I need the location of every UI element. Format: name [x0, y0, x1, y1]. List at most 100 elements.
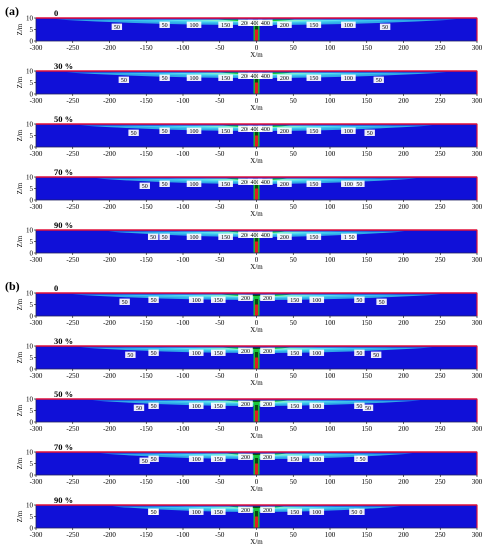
well-injection — [254, 82, 259, 94]
x-tick-label: -250 — [66, 425, 79, 433]
contour-label: 50 — [131, 131, 137, 137]
y-axis-label: Z/m — [16, 129, 24, 141]
x-axis-label: X/m — [250, 326, 263, 334]
x-tick-label: 0 — [255, 425, 259, 433]
contour-label-box — [210, 508, 226, 515]
y-tick-label: 10 — [26, 502, 34, 510]
well-injection — [254, 410, 259, 422]
contour-label-box — [148, 508, 159, 515]
x-tick-label: 300 — [472, 203, 483, 211]
x-axis-label: X/m — [250, 210, 263, 218]
contour-label-box — [306, 74, 322, 81]
contour-label-box — [210, 402, 226, 409]
contour-label: 150 — [309, 23, 318, 29]
x-tick-label: -100 — [177, 44, 190, 52]
contour-label: 200 — [280, 76, 289, 82]
contour-label-box — [186, 233, 202, 240]
x-tick-label: 150 — [362, 44, 373, 52]
panel-title: 50 % — [54, 114, 73, 124]
x-tick-label: -100 — [177, 478, 190, 486]
contour-label-box — [139, 457, 150, 464]
x-tick-label: -150 — [140, 425, 153, 433]
x-tick-label: 150 — [362, 372, 373, 380]
x-tick-label: 0 — [255, 531, 259, 539]
contour-label: 50 — [373, 353, 379, 359]
y-tick-label: 5 — [30, 132, 34, 140]
contour-label: 150 — [309, 182, 318, 188]
x-tick-label: 250 — [435, 44, 446, 52]
y-axis-label: Z/m — [16, 298, 24, 310]
x-tick-label: 0 — [255, 97, 259, 105]
x-tick-label: 150 — [362, 150, 373, 158]
contour-label: 150 — [221, 76, 230, 82]
contour-label: 50 — [127, 353, 133, 359]
contour-label: 200 — [263, 296, 272, 302]
contour-label-box — [341, 74, 356, 81]
contour-label-box — [277, 21, 292, 28]
x-tick-label: -150 — [140, 319, 153, 327]
contour-label-box — [260, 506, 275, 513]
contour-label-box — [354, 402, 365, 409]
contour-label: 50 — [162, 23, 168, 29]
contour-label-box — [277, 74, 292, 81]
contour-label-box — [362, 404, 374, 411]
contour-label: 150 — [290, 298, 299, 304]
contour-label: 150 — [290, 404, 299, 410]
y-tick-label: 5 — [30, 26, 34, 34]
x-tick-label: -200 — [103, 372, 116, 380]
panel-title: 0 — [54, 283, 58, 293]
x-tick-label: 250 — [435, 478, 446, 486]
contour-label: 100 — [192, 298, 201, 304]
contour-label-box — [357, 455, 368, 462]
y-axis-label: Z/m — [16, 76, 24, 88]
y-tick-label: 5 — [30, 460, 34, 468]
contour-label-box — [159, 180, 170, 187]
x-tick-label: -150 — [140, 44, 153, 52]
x-tick-label: -150 — [140, 203, 153, 211]
contour-label: 400 — [261, 21, 270, 27]
contour-label: 100 — [192, 510, 201, 516]
contour-label-box — [306, 180, 322, 187]
contour-label-box — [218, 21, 233, 28]
contour-label-box — [147, 233, 159, 240]
contour-label: 50 — [151, 351, 157, 357]
y-tick-label: 10 — [26, 227, 34, 235]
contour-label: 50 — [382, 25, 388, 31]
contour-label-box — [159, 127, 170, 134]
contour-label-box — [247, 19, 263, 26]
contour-label: 200 — [263, 508, 272, 514]
contour-label-box — [133, 404, 145, 411]
y-tick-label: 5 — [30, 185, 34, 193]
contour-label: 200 — [263, 402, 272, 408]
contour-label: 200 — [263, 455, 272, 461]
x-tick-label: -250 — [66, 97, 79, 105]
x-tick-label: -50 — [215, 531, 225, 539]
panel-title: 70 % — [54, 167, 73, 177]
x-tick-label: 100 — [325, 44, 336, 52]
contour-label: 50 — [376, 78, 382, 84]
contour-label-box — [346, 233, 357, 240]
contour-label: 400 — [261, 127, 270, 133]
contour-label-box — [277, 233, 292, 240]
contour-label-box — [148, 455, 159, 462]
contour-label-box — [188, 402, 204, 409]
contour-label: 200 — [241, 233, 250, 239]
contour-label: 400 — [261, 180, 270, 186]
x-tick-label: 50 — [290, 319, 298, 327]
y-axis-label: Z/m — [16, 182, 24, 194]
contour-label: 200 — [241, 508, 250, 514]
y-axis-label: Z/m — [16, 235, 24, 247]
x-tick-label: -250 — [66, 44, 79, 52]
contour-label: 50 — [142, 184, 148, 190]
contour-label-box — [309, 455, 325, 462]
x-tick-label: -300 — [30, 478, 43, 486]
contour-label: 50 — [162, 76, 168, 82]
x-tick-label: -50 — [215, 372, 225, 380]
contour-label-box — [258, 72, 273, 79]
x-tick-label: 0 — [255, 256, 259, 264]
contour-label-box — [364, 129, 375, 136]
contour-label-box — [128, 129, 139, 136]
contour-label: 100 — [190, 129, 199, 135]
